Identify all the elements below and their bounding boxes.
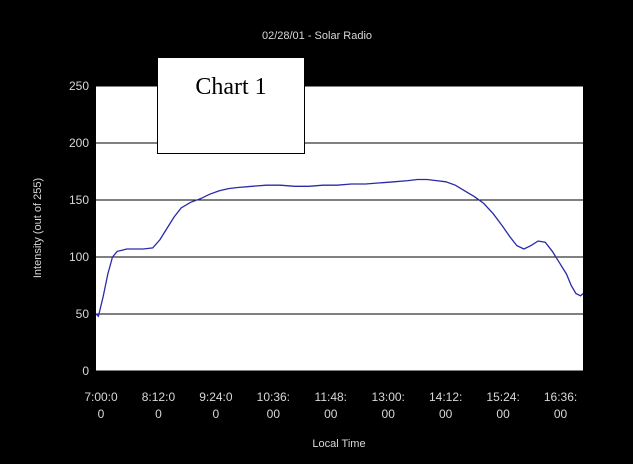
- x-tick-label: 9:24:0: [199, 390, 233, 404]
- series-line: [95, 178, 584, 318]
- x-tick-label: 14:12:: [429, 390, 462, 404]
- x-tick-label: 00: [267, 407, 281, 421]
- chart-title: 02/28/01 - Solar Radio: [262, 30, 372, 42]
- x-tick-label: 8:12:0: [142, 390, 176, 404]
- x-tick-label: 00: [496, 407, 510, 421]
- x-tick-label: 7:00:0: [84, 390, 118, 404]
- x-axis-label: Local Time: [312, 438, 365, 450]
- x-tick-label: 0: [98, 407, 105, 421]
- y-tick-label: 200: [69, 136, 89, 150]
- x-tick-label: 00: [554, 407, 568, 421]
- x-tick-label: 10:36:: [257, 390, 290, 404]
- x-tick-label: 00: [439, 407, 453, 421]
- y-tick-label: 250: [69, 79, 89, 93]
- y-tick-label: 0: [82, 364, 89, 378]
- x-tick-label: 11:48:: [315, 390, 347, 404]
- x-tick-labels: 7:00:0 0 8:12:0 0 9:24:0 0 10:36: 00 11:48: 00 13:…: [84, 390, 577, 421]
- x-tick-label: 00: [324, 407, 338, 421]
- chart-annotation-text: Chart 1: [195, 74, 267, 100]
- y-axis-label: Intensity (out of 255): [32, 178, 44, 278]
- x-tick-label: 16:36:: [544, 390, 577, 404]
- x-tick-label: 00: [382, 407, 396, 421]
- y-tick-label: 50: [76, 307, 90, 321]
- x-tick-label: 15:24:: [486, 390, 519, 404]
- y-tick-label: 100: [69, 250, 89, 264]
- gridlines: [96, 85, 583, 372]
- chart-annotation-box: Chart 1: [157, 57, 305, 154]
- x-tick-label: 0: [213, 407, 220, 421]
- y-tick-label: 150: [69, 193, 89, 207]
- x-tick-label: 13:00:: [372, 390, 405, 404]
- y-tick-labels: 0 50 100 150 200 250: [69, 79, 89, 378]
- x-tick-label: 0: [155, 407, 162, 421]
